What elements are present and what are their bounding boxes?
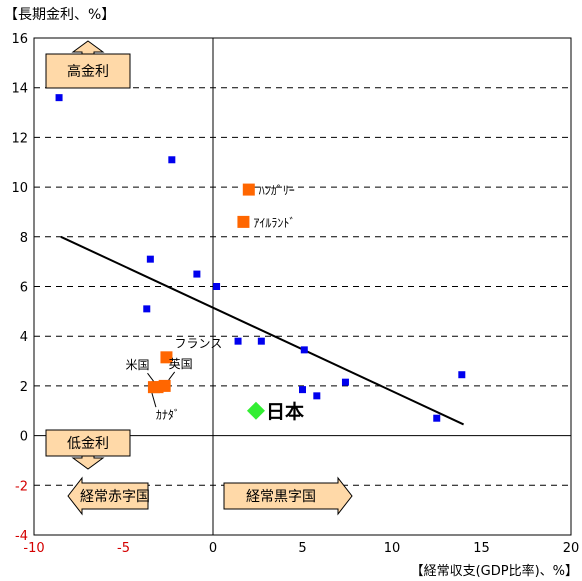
deficit-box: [67, 476, 149, 516]
data-point: [299, 386, 306, 394]
japan-point: [246, 401, 265, 420]
trend-line: [60, 235, 465, 426]
y-tick-label: 14: [11, 82, 28, 97]
x-axis-label: 【経常収支(GDP比率)、%】: [410, 564, 578, 579]
x-tick-label: 0: [209, 541, 217, 556]
y-tick-label: 0: [20, 430, 28, 445]
plot-frame: [33, 37, 572, 536]
data-point: [300, 346, 308, 354]
data-point: [213, 283, 221, 290]
point-label: 米国: [125, 358, 149, 372]
deficit-label: 経常赤字国: [80, 489, 150, 505]
x-tick-label: 10: [384, 541, 401, 556]
data-point: [341, 378, 349, 386]
high-rate-box: [45, 53, 131, 89]
data-point: [168, 156, 176, 164]
highlight-point: [160, 351, 173, 364]
y-tick-label: 6: [20, 281, 28, 296]
y-tick-label: -4: [15, 529, 28, 544]
low-rate-arrow: [71, 455, 105, 470]
data-point: [55, 94, 63, 102]
y-tick-label: 10: [11, 181, 28, 196]
y-tick-label: 4: [20, 330, 28, 345]
x-tick-label: 5: [298, 541, 306, 556]
data-point: [433, 414, 441, 422]
point-label: ｱｲﾙﾗﾝﾄﾞ: [253, 216, 295, 230]
low-rate-box: [45, 429, 131, 457]
high-rate-label: 高金利: [67, 63, 109, 80]
data-point: [146, 255, 154, 263]
highlight-point: [147, 381, 160, 394]
x-tick-label: 15: [473, 541, 490, 556]
x-tick-label: -10: [23, 541, 44, 556]
data-point: [234, 337, 242, 345]
leader-line: [151, 393, 157, 408]
data-point: [458, 371, 466, 379]
high-rate-arrow: [71, 40, 105, 55]
y-tick-label: -2: [15, 479, 28, 494]
x-tick-label: -5: [117, 541, 130, 556]
y-tick-label: 16: [11, 32, 28, 47]
point-label: ﾊﾝｶﾞﾘｰ: [259, 184, 295, 198]
leader-line: [147, 372, 154, 382]
point-label: フランス: [174, 336, 222, 350]
data-point: [193, 270, 201, 278]
y-tick-label: 8: [20, 231, 28, 246]
highlight-point: [237, 215, 250, 228]
point-label: 日本: [266, 400, 304, 423]
data-point: [313, 392, 321, 400]
highlight-point: [158, 379, 171, 392]
highlight-point: [242, 183, 255, 196]
leader-line: [168, 371, 176, 381]
x-tick-label: 20: [563, 541, 580, 556]
data-point: [257, 337, 265, 345]
point-label: 英国: [169, 357, 193, 371]
surplus-box: [223, 476, 353, 516]
point-label: ｶﾅﾀﾞ: [156, 408, 180, 422]
y-tick-label: 12: [11, 131, 28, 146]
surplus-label: 経常黒字国: [246, 489, 316, 505]
low-rate-label: 低金利: [67, 436, 109, 452]
y-tick-label: 2: [20, 380, 28, 395]
y-axis-label: 【長期金利、%】: [4, 7, 116, 23]
data-point: [143, 305, 151, 313]
